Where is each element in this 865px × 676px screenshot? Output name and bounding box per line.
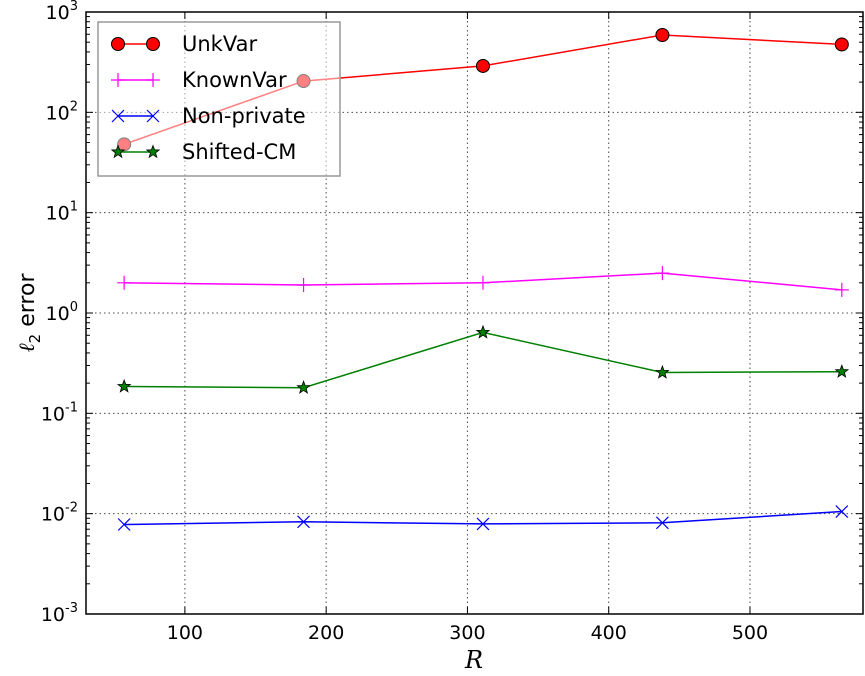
legend-marker-knownvar xyxy=(146,73,160,87)
legend-marker-non-private xyxy=(146,109,160,123)
data-point-shifted-cm xyxy=(296,380,311,394)
legend-marker-shifted-cm xyxy=(145,144,161,159)
x-axis-label: R xyxy=(464,646,483,674)
legend-marker-unkvar xyxy=(146,37,160,51)
data-point-unkvar xyxy=(834,37,849,52)
data-point-shifted-cm xyxy=(655,364,670,379)
legend-marker-knownvar xyxy=(111,73,125,87)
y-tick-label: 101 xyxy=(46,200,78,225)
x-tick-label: 200 xyxy=(308,622,344,644)
data-point-shifted-cm xyxy=(116,378,132,393)
y-tick-label: 103 xyxy=(46,0,78,24)
y-axis-label: ℓ2 error xyxy=(15,273,44,353)
tick-layer: 100 200 300 400 500 10-3 10-2 10-1 100 101 102 103 xyxy=(41,0,863,644)
legend-label-shifted-cm: Shifted-CM xyxy=(182,140,296,164)
y-axis-label-symbol: ℓ xyxy=(15,342,40,352)
y-tick-label: 10-2 xyxy=(41,501,78,526)
data-point-shifted-cm xyxy=(834,364,850,378)
legend-label-non-private: Non-private xyxy=(182,104,306,128)
series-line-shifted-cm xyxy=(124,331,842,389)
data-point-knownvar xyxy=(834,282,849,297)
y-tick-label: 10-1 xyxy=(41,400,78,425)
y-tick-label: 102 xyxy=(46,99,78,124)
data-point-unkvar xyxy=(475,58,490,73)
y-tick-label: 10-3 xyxy=(41,601,78,626)
legend-box xyxy=(97,21,341,177)
x-tick-label: 100 xyxy=(167,622,203,644)
x-tick-label: 500 xyxy=(732,622,768,644)
data-point-unkvar xyxy=(655,27,670,42)
y-tick-label: 100 xyxy=(46,300,78,325)
x-tick-label: 300 xyxy=(449,622,485,644)
data-point-non-private xyxy=(476,517,490,531)
data-point-non-private xyxy=(297,515,310,529)
data-point-shifted-cm xyxy=(475,324,491,339)
legend-marker-shifted-cm xyxy=(110,144,126,159)
data-point-knownvar xyxy=(655,266,670,281)
legend: UnkVar KnownVar Non-private Shifted-CM xyxy=(97,21,341,177)
y-axis-label-subscript: 2 xyxy=(26,334,44,344)
data-point-non-private xyxy=(655,516,669,530)
legend-marker-unkvar xyxy=(111,37,125,51)
y-axis-label-text: error xyxy=(15,273,40,334)
svg-text:ℓ2 error: ℓ2 error xyxy=(15,273,44,353)
data-point-knownvar xyxy=(475,275,490,290)
x-tick-label: 400 xyxy=(591,622,627,644)
data-point-knownvar xyxy=(296,278,311,293)
legend-label-knownvar: KnownVar xyxy=(182,68,287,92)
legend-label-unkvar: UnkVar xyxy=(182,32,257,56)
data-point-non-private xyxy=(835,505,849,518)
legend-marker-non-private xyxy=(111,109,125,123)
data-point-knownvar xyxy=(117,275,132,290)
data-point-non-private xyxy=(117,518,131,531)
